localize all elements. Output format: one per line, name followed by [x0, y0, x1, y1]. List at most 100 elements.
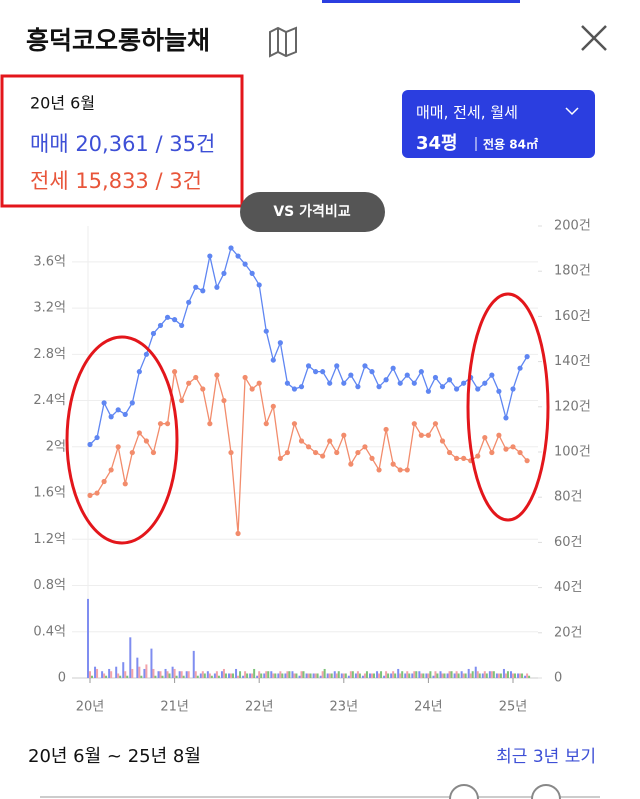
- volume-bar: [418, 671, 421, 678]
- volume-bar: [136, 657, 139, 678]
- compare-bg: [240, 192, 385, 232]
- price-point: [510, 444, 516, 450]
- volume-bar: [323, 668, 326, 678]
- close-button[interactable]: [581, 25, 607, 51]
- sale-summary: 매매 20,361 / 35건: [30, 132, 215, 156]
- volume-bar: [239, 671, 242, 678]
- price-point: [242, 374, 248, 381]
- volume-bar: [131, 668, 134, 678]
- price-point: [432, 421, 439, 427]
- volume-bar: [110, 671, 113, 678]
- price-point: [305, 363, 312, 369]
- volume-bar: [256, 675, 259, 678]
- price-point: [164, 421, 171, 427]
- price-point: [87, 441, 93, 448]
- volume-bar: [166, 671, 169, 678]
- slider-handle[interactable]: [449, 784, 479, 799]
- volume-bar: [321, 671, 324, 678]
- y2-tick-label: 0: [554, 671, 562, 686]
- x-tick-label: 25년: [499, 700, 528, 715]
- volume-bar: [492, 671, 495, 678]
- y2-tick-label: 60건: [554, 535, 583, 550]
- price-point: [186, 299, 192, 305]
- price-point: [228, 245, 234, 251]
- volume-bar: [251, 673, 254, 678]
- price-point: [475, 453, 481, 459]
- price-point: [277, 340, 283, 346]
- price-point: [157, 322, 164, 329]
- jeonse-summary: 전세 15,833 / 3건: [30, 169, 202, 193]
- y2-tick-label: 200건: [554, 219, 591, 234]
- price-point: [482, 380, 488, 386]
- volume-bar: [450, 671, 453, 678]
- volume-bar: [312, 673, 315, 678]
- slider-handle[interactable]: [531, 784, 561, 799]
- volume-bar: [237, 675, 240, 678]
- price-point: [454, 386, 460, 392]
- volume-bar: [411, 673, 414, 678]
- price-point: [186, 380, 192, 386]
- price-point: [242, 261, 248, 267]
- volume-bar: [434, 671, 437, 678]
- price-point: [101, 400, 107, 406]
- volume-bar: [478, 673, 481, 678]
- price-point: [362, 444, 368, 450]
- filter-button[interactable]: 매매, 전세, 월세 34평 전용 84㎡: [402, 90, 595, 158]
- y-tick-label: 1.2억: [33, 532, 66, 547]
- volume-bar: [446, 673, 449, 678]
- volume-bar: [175, 675, 178, 678]
- volume-bar: [358, 673, 361, 678]
- volume-bar: [528, 675, 531, 678]
- price-point: [129, 449, 135, 456]
- x-tick-label: 24년: [414, 700, 443, 715]
- volume-bar: [232, 673, 234, 678]
- volume-bar: [326, 673, 329, 678]
- volume-bar: [171, 666, 174, 678]
- volume-bar: [349, 671, 352, 678]
- apartment-title: 흥덕코오롱하늘채: [26, 26, 210, 55]
- recent-link[interactable]: 최근 3년 보기: [496, 747, 596, 767]
- price-point: [270, 357, 276, 363]
- y-tick-label: 2.8억: [33, 347, 66, 362]
- volume-bar: [483, 671, 486, 678]
- price-point: [510, 386, 516, 392]
- volume-bar: [512, 673, 514, 678]
- price-point: [200, 288, 206, 294]
- volume-bar: [159, 671, 162, 678]
- area: 전용 84㎡: [483, 137, 538, 152]
- price-point: [446, 377, 453, 383]
- y-tick-label: 0.4억: [33, 624, 66, 639]
- y-tick-label: 0: [58, 671, 66, 686]
- y2-tick-label: 100건: [554, 445, 591, 460]
- price-point: [122, 481, 128, 487]
- volume-bar: [122, 662, 125, 678]
- volume-bar: [378, 673, 381, 678]
- volume-bar: [314, 673, 317, 678]
- volume-bar: [309, 673, 312, 678]
- y2-tick-label: 140건: [554, 354, 591, 369]
- price-point: [362, 363, 368, 369]
- x-tick-label: 22년: [245, 700, 274, 715]
- price-point: [214, 284, 220, 290]
- date-range: 20년 6월 ~ 25년 8월: [28, 746, 201, 767]
- volume-bar: [351, 671, 354, 678]
- map-icon[interactable]: [269, 26, 297, 58]
- price-point: [376, 467, 382, 473]
- volume-bar: [126, 675, 129, 678]
- price-point: [489, 372, 495, 378]
- price-point: [418, 369, 424, 375]
- price-point: [207, 253, 213, 259]
- volume-bar: [249, 673, 252, 678]
- price-point: [439, 384, 446, 390]
- volume-bar: [485, 673, 488, 678]
- compare-button[interactable]: VS 가격비교: [240, 192, 385, 232]
- volume-bar: [436, 673, 439, 678]
- volume-bar: [340, 673, 343, 678]
- volume-bar: [380, 671, 383, 678]
- price-point: [446, 449, 453, 456]
- volume-bar: [178, 671, 181, 678]
- volume-bar: [361, 675, 364, 678]
- volume-bar: [173, 668, 176, 678]
- volume-bar: [279, 671, 282, 678]
- compare-label: VS 가격비교: [273, 203, 350, 220]
